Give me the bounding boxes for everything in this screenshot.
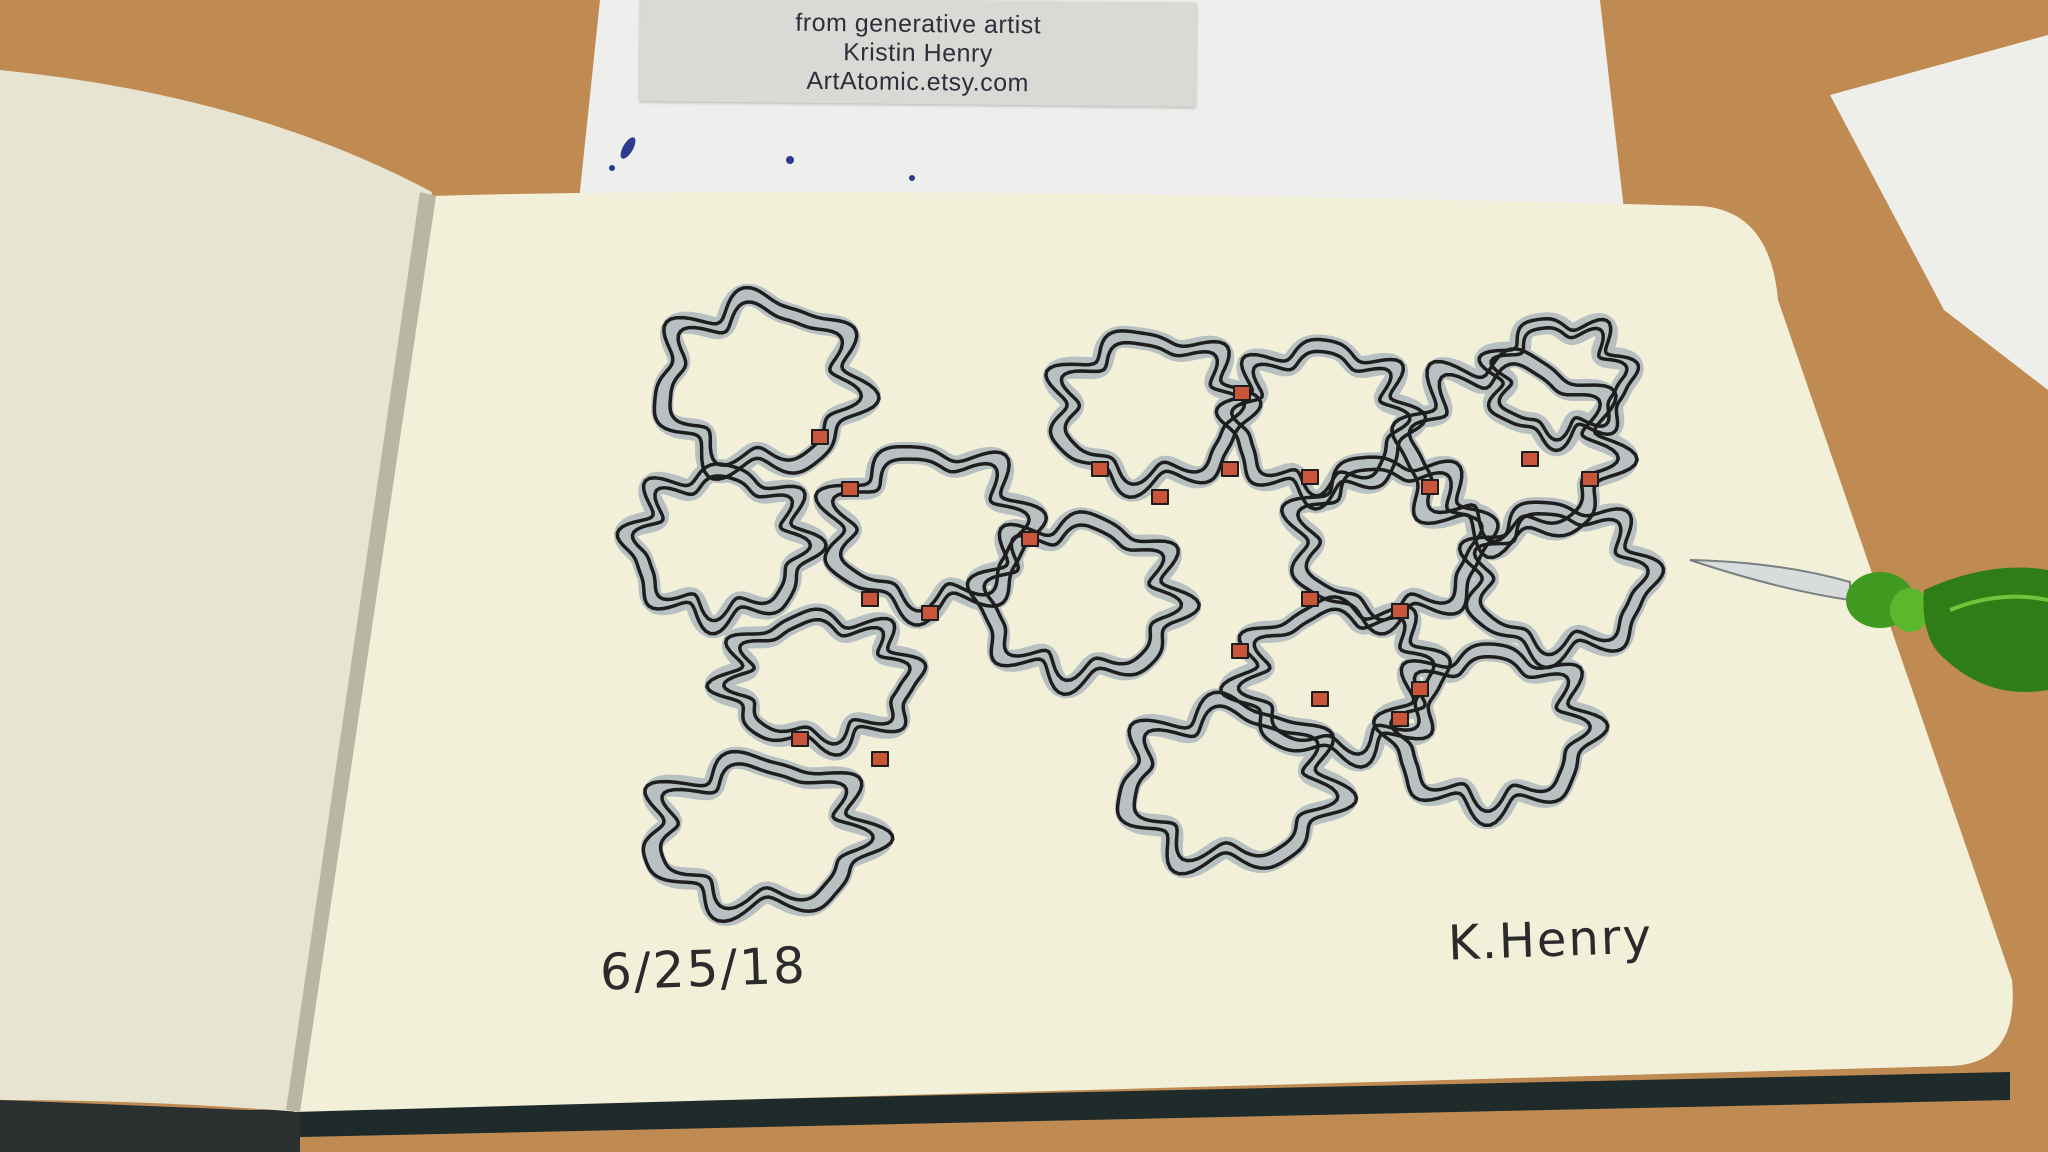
sketch-loop-outline — [1389, 654, 1592, 813]
sketch-loop-outline — [630, 474, 813, 623]
sketch-loop-wash — [1213, 334, 1429, 514]
sketch-loop-outline — [722, 617, 912, 746]
sketch-loop-wash — [1456, 497, 1667, 673]
sketch-loop-outline — [652, 285, 881, 482]
paper-sheet-right — [1830, 35, 2048, 390]
sketchbook-cover — [160, 1072, 2010, 1140]
sketch-crossing-mark — [1521, 451, 1539, 467]
sketch-crossing-mark — [841, 481, 859, 497]
sketch-crossing-mark — [811, 429, 829, 445]
sketch-loop-outline — [1390, 347, 1639, 560]
sketch-crossing-mark — [1411, 681, 1429, 697]
sketch-date: 6/25/18 — [599, 936, 808, 1002]
sketch-crossing-mark — [921, 605, 939, 621]
sketch-crossing-mark — [1151, 489, 1169, 505]
sketch-loop-wash — [1474, 312, 1644, 457]
sketch-loop-outline — [1279, 455, 1500, 636]
glass-dip-pen — [1689, 559, 2048, 692]
sketch-crossing-mark — [861, 591, 879, 607]
sketch-loop-outline — [1115, 690, 1359, 876]
sketch-loop-outline — [668, 300, 864, 468]
sketch-loop-wash — [1042, 325, 1264, 502]
sketch-crossing-mark — [1421, 479, 1439, 495]
sketch-loop-outline — [982, 523, 1184, 683]
sketch-loop-wash — [1114, 688, 1359, 879]
sketch-loop-wash — [964, 507, 1202, 699]
sketch-loop-outline — [641, 749, 895, 924]
sketch-loop-outline — [1229, 349, 1412, 498]
sketch-loop-outline — [1371, 642, 1610, 828]
sketch-crossing-mark — [1091, 461, 1109, 477]
sketch-crossing-mark — [1231, 643, 1249, 659]
sketch-loop-outline — [1477, 316, 1641, 453]
sketch-crossing-mark — [1391, 711, 1409, 727]
sketch-loop-wash — [651, 283, 882, 484]
sketch-loop-outline — [615, 462, 828, 636]
sketch-crossing-mark — [1233, 385, 1251, 401]
label-line-url: ArtAtomic.etsy.com — [806, 66, 1030, 98]
sketch-loop-outline — [658, 762, 875, 911]
artist-label-card: from generative artist Kristin Henry Art… — [639, 0, 1197, 107]
sketch-loop-outline — [1489, 326, 1629, 442]
sketch-crossing-mark — [1581, 471, 1599, 487]
sketch-loop-outline — [965, 510, 1201, 697]
sketch-crossing-mark — [871, 751, 889, 767]
sketch-crossing-mark — [791, 731, 809, 747]
sketch-loop-outline — [1472, 512, 1650, 657]
sketch-crossing-mark — [1221, 461, 1239, 477]
sketch-loop-outline — [705, 607, 928, 757]
sketch-loop-wash — [641, 746, 894, 926]
sketch-loop-outline — [1457, 500, 1666, 670]
sketch-loop-wash — [1389, 345, 1639, 561]
sketch-loop-outline — [1059, 340, 1247, 487]
sketch-loop-outline — [1132, 704, 1340, 863]
sketch-loop-outline — [813, 444, 1049, 627]
sketch-crossing-mark — [1301, 469, 1319, 485]
sketch-crossing-mark — [1021, 531, 1039, 547]
artist-signature: K.Henry — [1447, 908, 1654, 972]
sketch-crossing-mark — [1311, 691, 1329, 707]
sketch-loop-outline — [1407, 362, 1621, 544]
sketch-loop-outline — [1044, 329, 1263, 499]
sketch-loop-wash — [1278, 452, 1501, 638]
sketch-loop-wash — [613, 459, 830, 639]
sketch-crossing-mark — [1301, 591, 1319, 607]
sketch-loop-wash — [704, 603, 929, 761]
sketch-loop-outline — [1296, 467, 1484, 622]
ink-splatters — [609, 137, 915, 181]
sketch-loop-outline — [1214, 337, 1428, 511]
sketch-crossing-mark — [1391, 603, 1409, 619]
sketch-loop-outline — [830, 457, 1031, 613]
sketch-loop-wash — [1371, 639, 1610, 830]
generative-ink-sketch — [613, 283, 1667, 926]
